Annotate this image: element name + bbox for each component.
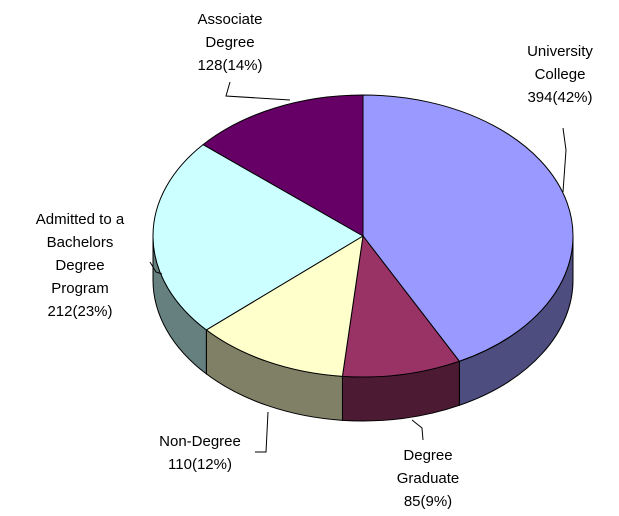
slice-label: Associate Degree 128(14%) — [185, 8, 275, 77]
category-name: Non-Degree — [159, 433, 241, 450]
leader-line — [562, 127, 567, 193]
category-name: Degree Graduate — [396, 447, 460, 487]
slice-label: Non-Degree 110(12%) — [140, 430, 260, 476]
slice — [362, 94, 574, 362]
value-label: 110(12%) — [168, 456, 232, 473]
leader-line — [149, 261, 163, 275]
leader-line — [255, 411, 269, 453]
slice-label: Degree Graduate 85(9%) — [393, 444, 463, 513]
category-name: University College — [527, 43, 593, 83]
value-label: 394(42%) — [527, 89, 593, 106]
category-name: Associate Degree — [197, 11, 263, 51]
value-label: 85(9%) — [403, 493, 453, 510]
slice-label: University College 394(42%) — [515, 40, 605, 109]
value-label: 128(14%) — [197, 57, 263, 74]
slice-label: Admitted to a Bachelors Degree Program 21… — [28, 208, 132, 323]
slice — [205, 235, 364, 377]
slices — [152, 94, 574, 422]
slice — [202, 94, 364, 237]
leader-line — [225, 81, 291, 101]
value-label: 212(23%) — [47, 303, 113, 320]
slice — [152, 144, 364, 331]
slice — [341, 234, 461, 378]
leader-line — [411, 419, 424, 441]
category-name: Admitted to a Bachelors Degree Program — [35, 211, 125, 297]
